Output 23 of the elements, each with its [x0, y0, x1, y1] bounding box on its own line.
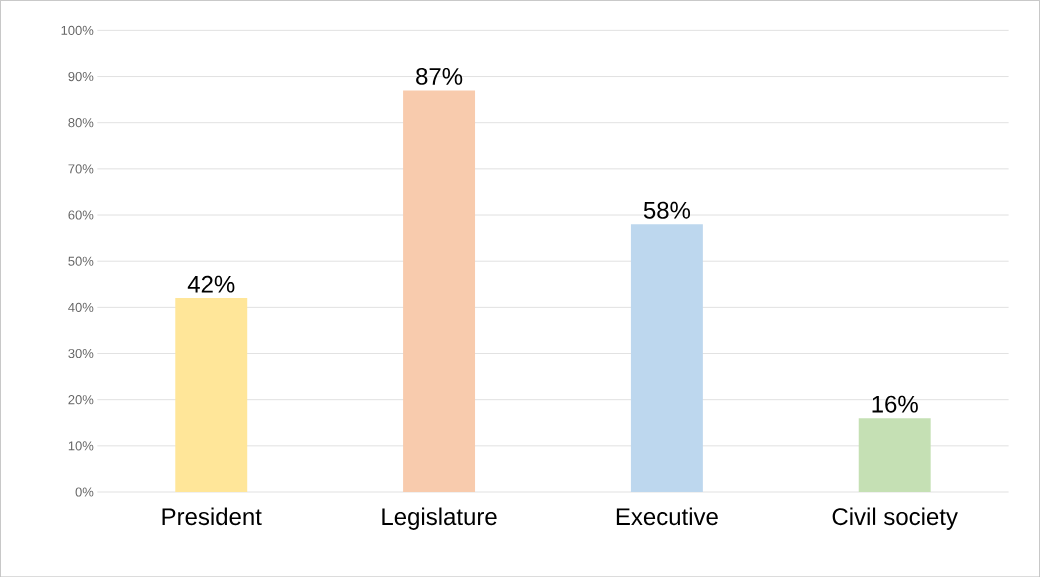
y-tick-label: 10%	[68, 441, 94, 451]
data-label: 16%	[872, 395, 918, 413]
y-tick-label: 60%	[68, 210, 94, 220]
y-tick-label: 80%	[68, 117, 94, 128]
data-label: 87%	[416, 67, 463, 85]
y-tick-label: 40%	[68, 302, 94, 312]
y-tick-label: 20%	[68, 394, 94, 405]
y-tick-label: 0%	[75, 487, 94, 497]
bar	[175, 297, 248, 492]
x-tick-label: President	[162, 507, 262, 525]
y-tick-label: 90%	[68, 71, 94, 81]
bar	[858, 417, 931, 492]
x-tick-label: Executive	[616, 507, 718, 525]
y-tick-label: 70%	[68, 164, 94, 174]
y-tick-label: 100%	[61, 25, 94, 35]
bar	[403, 90, 476, 492]
y-tick-label: 50%	[68, 256, 94, 266]
bar	[630, 224, 703, 492]
data-label: 58%	[643, 201, 691, 219]
x-tick-label: Legislature	[382, 507, 497, 530]
y-tick-label: 30%	[68, 348, 94, 358]
data-label: 42%	[187, 275, 235, 293]
x-tick-label: Civil society	[832, 507, 958, 530]
